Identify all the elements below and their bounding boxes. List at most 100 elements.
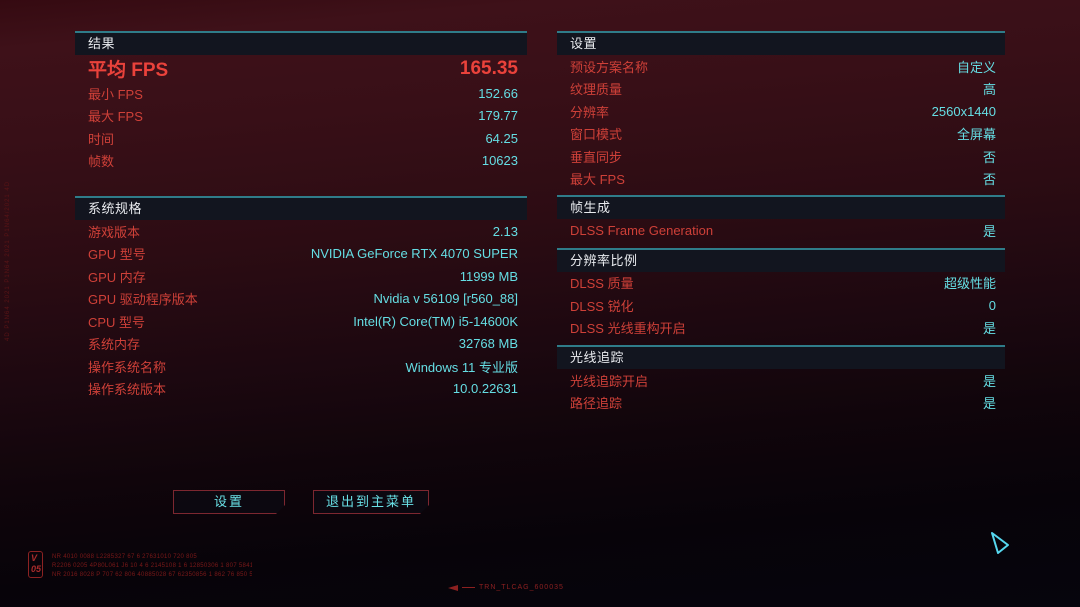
window-mode-label: 窗口模式 (570, 127, 623, 143)
system-memory-value: 32768 MB (458, 336, 518, 352)
time-row: 时间 64.25 (75, 127, 527, 150)
window-mode-row: 窗口模式 全屏幕 (557, 123, 1005, 146)
ray-tracing-title: 光线追踪 (570, 350, 625, 365)
mouse-cursor-icon (991, 532, 1009, 554)
arrow-tail-line (462, 587, 475, 588)
gpu-driver-value: Nvidia v 56109 [r560_88] (373, 291, 518, 307)
gpu-model-value: NVIDIA GeForce RTX 4070 SUPER (310, 246, 518, 262)
dlss-frame-generation-row: DLSS Frame Generation 是 (557, 219, 1005, 242)
path-tracing-value: 是 (982, 396, 996, 412)
max-fps-setting-value: 否 (982, 172, 996, 188)
os-name-label: 操作系统名称 (88, 359, 167, 375)
dlss-frame-generation-label: DLSS Frame Generation (570, 222, 714, 238)
max-fps-row: 最大 FPS 179.77 (75, 105, 527, 128)
vsync-row: 垂直同步 否 (557, 145, 1005, 168)
avg-fps-row: 平均 FPS 165.35 (75, 55, 527, 82)
min-fps-row: 最小 FPS 152.66 (75, 82, 527, 105)
dlss-ray-reconstruction-row: DLSS 光线重构开启 是 (557, 317, 1005, 340)
ray-tracing-enabled-value: 是 (982, 373, 996, 389)
os-version-value: 10.0.22631 (452, 381, 518, 397)
max-fps-value: 179.77 (478, 108, 518, 124)
footer-code-text: TRN_TLCAG_600035 (479, 584, 564, 591)
frame-generation-section-header: 帧生成 (557, 195, 1005, 219)
dlss-frame-generation-value: 是 (982, 223, 996, 239)
os-name-value: Windows 11 专业版 (405, 359, 518, 375)
preset-name-label: 预设方案名称 (570, 59, 649, 75)
settings-title: 设置 (570, 36, 598, 51)
fine-print-line: NR 4010 0088 L2285327 67 6 27631010 720 … (52, 554, 198, 560)
gpu-memory-row: GPU 内存 11999 MB (75, 265, 527, 288)
avg-fps-label: 平均 FPS (88, 60, 169, 81)
max-fps-label: 最大 FPS (88, 109, 143, 125)
avg-fps-value: 165.35 (459, 57, 518, 79)
fine-print-line: NR 2016 8028 P 707 62 806 40885028 67 62… (52, 572, 252, 578)
gpu-model-label: GPU 型号 (88, 247, 146, 263)
game-version-label: 游戏版本 (88, 224, 141, 240)
left-arrow-icon (448, 584, 458, 591)
settings-section-header: 设置 (557, 31, 1005, 55)
version-badge-bottom: 05 (31, 564, 42, 574)
footer-code: TRN_TLCAG_600035 (448, 584, 564, 591)
frame-generation-title: 帧生成 (570, 200, 611, 215)
gpu-memory-label: GPU 内存 (88, 269, 146, 285)
cpu-model-label: CPU 型号 (88, 314, 146, 330)
exit-to-main-menu-button[interactable]: 退出到主菜单 (313, 490, 429, 514)
vsync-value: 否 (982, 149, 996, 165)
frames-label: 帧数 (88, 154, 115, 170)
ray-tracing-enabled-row: 光线追踪开启 是 (557, 369, 1005, 392)
settings-panel: 设置 预设方案名称 自定义 纹理质量 高 分辨率 2560x1440 窗口模式 … (557, 31, 1005, 414)
results-title: 结果 (88, 36, 116, 51)
ray-tracing-enabled-label: 光线追踪开启 (570, 373, 649, 389)
system-memory-row: 系统内存 32768 MB (75, 333, 527, 356)
texture-quality-value: 高 (982, 82, 996, 98)
system-memory-label: 系统内存 (88, 337, 141, 353)
fine-print-line: R2206 0205 4P80L061 J6 10 4 6 2145108 1 … (52, 563, 252, 569)
ray-tracing-section-header: 光线追踪 (557, 345, 1005, 369)
resolution-row: 分辨率 2560x1440 (557, 100, 1005, 123)
gpu-driver-row: GPU 驱动程序版本 Nvidia v 56109 [r560_88] (75, 288, 527, 311)
system-specs-section-header: 系统规格 (75, 196, 527, 220)
os-name-row: 操作系统名称 Windows 11 专业版 (75, 355, 527, 378)
min-fps-value: 152.66 (478, 85, 518, 101)
os-version-label: 操作系统版本 (88, 382, 167, 398)
preset-name-value: 自定义 (956, 59, 996, 75)
dlss-sharpening-label: DLSS 锐化 (570, 298, 634, 314)
version-badge: V 05 (28, 551, 43, 578)
fine-print-text: NR 4010 0088 L2285327 67 6 27631010 720 … (52, 553, 252, 580)
frames-row: 帧数 10623 (75, 150, 527, 173)
decorative-vertical-text: 4D P1N64 2021 P1N64 2021 P1N64/2021 4D (5, 180, 11, 341)
min-fps-label: 最小 FPS (88, 86, 143, 102)
dlss-sharpening-row: DLSS 锐化 0 (557, 294, 1005, 317)
path-tracing-label: 路径追踪 (570, 396, 623, 412)
gpu-model-row: GPU 型号 NVIDIA GeForce RTX 4070 SUPER (75, 243, 527, 266)
texture-quality-row: 纹理质量 高 (557, 78, 1005, 101)
texture-quality-label: 纹理质量 (570, 82, 623, 98)
settings-button[interactable]: 设置 (173, 490, 285, 514)
results-panel: 结果 平均 FPS 165.35 最小 FPS 152.66 最大 FPS 17… (75, 31, 527, 400)
path-tracing-row: 路径追踪 是 (557, 392, 1005, 415)
resolution-value: 2560x1440 (931, 103, 996, 119)
dlss-ray-reconstruction-label: DLSS 光线重构开启 (570, 321, 686, 337)
cpu-model-row: CPU 型号 Intel(R) Core(TM) i5-14600K (75, 310, 527, 333)
version-badge-top: V (31, 553, 38, 563)
os-version-row: 操作系统版本 10.0.22631 (75, 378, 527, 401)
game-version-value: 2.13 (492, 223, 518, 239)
resolution-scaling-title: 分辨率比例 (570, 252, 638, 268)
max-fps-setting-row: 最大 FPS 否 (557, 168, 1005, 191)
frames-value: 10623 (481, 153, 518, 169)
time-value: 64.25 (485, 130, 518, 146)
cpu-model-value: Intel(R) Core(TM) i5-14600K (353, 313, 518, 329)
vsync-label: 垂直同步 (570, 149, 623, 165)
window-mode-value: 全屏幕 (956, 127, 996, 143)
gpu-memory-value: 11999 MB (459, 268, 518, 284)
dlss-quality-row: DLSS 质量 超级性能 (557, 272, 1005, 295)
time-label: 时间 (88, 131, 115, 147)
gpu-driver-label: GPU 驱动程序版本 (88, 292, 198, 308)
dlss-ray-reconstruction-value: 是 (982, 321, 996, 337)
results-section-header: 结果 (75, 31, 527, 55)
resolution-scaling-section-header: 分辨率比例 (557, 247, 1005, 272)
dlss-sharpening-value: 0 (988, 297, 996, 313)
max-fps-setting-label: 最大 FPS (570, 172, 625, 188)
resolution-label: 分辨率 (570, 104, 610, 120)
dlss-quality-label: DLSS 质量 (570, 276, 634, 292)
